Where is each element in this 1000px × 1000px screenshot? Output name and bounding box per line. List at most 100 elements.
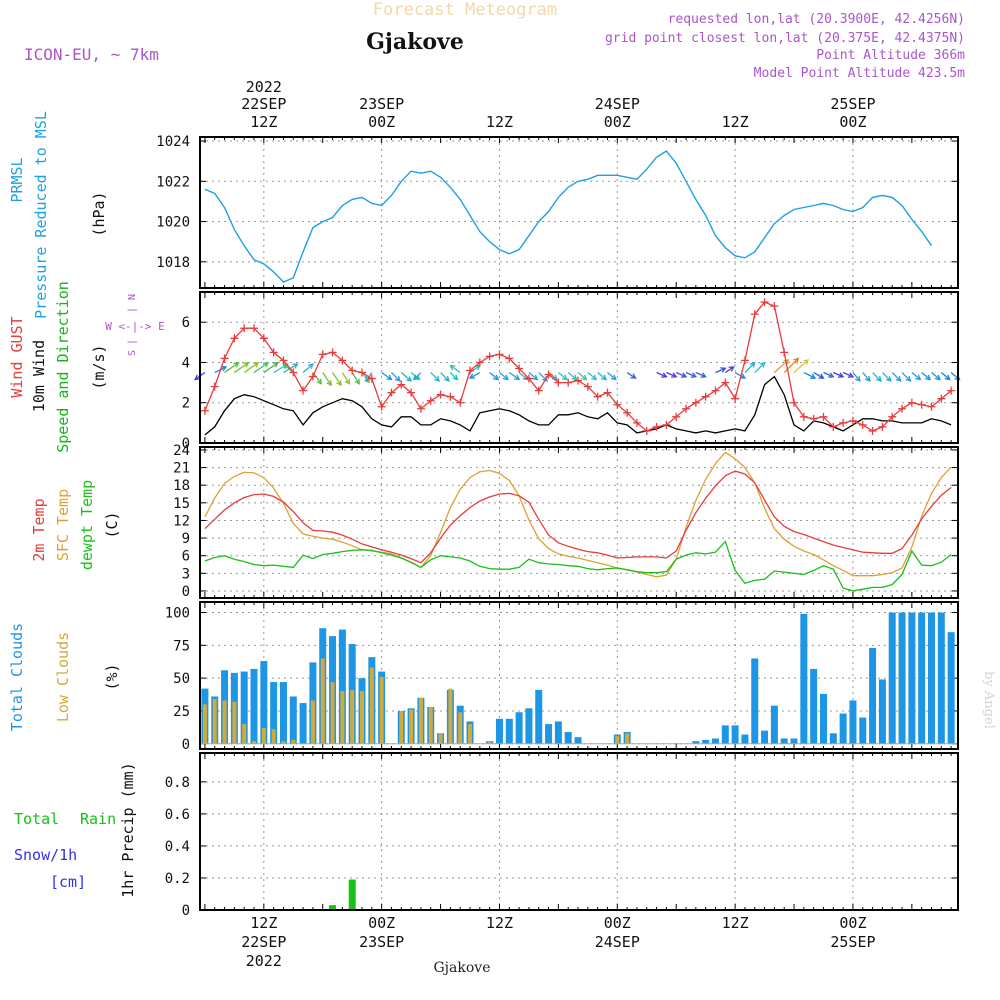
wind-gust-marker xyxy=(564,378,573,387)
wind-direction-arrow xyxy=(351,372,360,385)
wind-gust-marker xyxy=(731,394,740,403)
wind-direction-arrow xyxy=(823,371,835,378)
wind-gust-marker xyxy=(230,334,239,343)
wind-arrow-head xyxy=(243,361,250,368)
wind-direction-arrow xyxy=(499,372,509,381)
total-clouds-bar xyxy=(741,734,749,744)
wind-arrow-shaft xyxy=(734,371,746,379)
y-tick-label: 0 xyxy=(182,903,190,919)
low-clouds-bar xyxy=(320,658,325,744)
wind-arrow-head xyxy=(895,375,902,382)
rain-label-rain: Rain xyxy=(80,810,116,828)
wind-arrow-shaft xyxy=(469,365,481,374)
wind-direction-arrow xyxy=(400,372,413,382)
wind-arrow-head xyxy=(561,374,568,381)
wind-gust-marker xyxy=(200,406,209,415)
wind-arrow-head xyxy=(739,373,747,379)
wind-arrow-shaft xyxy=(695,371,706,378)
low-clouds-bar xyxy=(242,724,247,744)
total-clouds-bar xyxy=(859,717,867,744)
wind-gust-marker xyxy=(691,398,700,407)
wind-direction-arrow xyxy=(449,364,461,374)
wind-arrow-head xyxy=(610,374,617,381)
wind-gust-marker xyxy=(426,396,435,405)
y-tick-label: 3 xyxy=(182,566,190,582)
wind-arrow-head xyxy=(532,374,539,381)
wind-gust-marker xyxy=(898,404,907,413)
wind-gust-marker xyxy=(603,388,612,397)
low-clouds-bar xyxy=(212,699,217,744)
wind-arrow-head xyxy=(728,366,735,372)
wind-arrow-shaft xyxy=(931,372,941,381)
wind-arrow-head xyxy=(253,361,260,368)
low-clouds-bar xyxy=(438,733,443,744)
wind-arrow-head xyxy=(783,358,790,365)
precip-panel: Total Rain Snow/1h [cm] 1hr Precip (mm) … xyxy=(14,752,959,919)
bottom-axis-hour: 00Z xyxy=(368,914,395,932)
total-clouds-bar xyxy=(270,682,278,744)
y-tick-label: 21 xyxy=(173,461,190,477)
y-tick-label: 50 xyxy=(173,671,190,687)
wind-arrow-shaft xyxy=(754,362,766,373)
wind-arrow-shaft xyxy=(391,372,401,382)
wind-arrow-head xyxy=(581,374,588,381)
low-clouds-bar xyxy=(468,724,473,744)
wind-gust-marker xyxy=(289,368,298,377)
header-info-line-3: Point Altitude 366m xyxy=(816,48,965,63)
wind-gust-marker xyxy=(907,398,916,407)
wind-direction-arrow xyxy=(440,372,450,382)
wind-direction-arrow xyxy=(243,361,260,374)
wind-arrow-head xyxy=(272,361,279,368)
wind-arrow-shaft xyxy=(413,372,422,380)
header-title-faded: Forecast Meteogram xyxy=(373,0,557,20)
pressure-line xyxy=(204,150,933,283)
total-clouds-bar xyxy=(878,679,886,744)
y-tick-label: 0 xyxy=(182,737,190,753)
wind-arrow-head xyxy=(220,366,228,372)
total-clouds-bar xyxy=(898,612,906,744)
total-clouds-bar xyxy=(819,693,827,744)
wind-arrow-shaft xyxy=(567,372,578,381)
wind-arrow-shaft xyxy=(607,372,617,381)
wind-arrow-head xyxy=(571,374,578,381)
wind-arrow-shaft xyxy=(881,372,892,382)
y-tick-label: 9 xyxy=(182,531,190,547)
wind-arrow-head xyxy=(803,358,809,365)
compass-south: S xyxy=(127,350,138,356)
wind-gust-marker xyxy=(534,386,543,395)
wind-gust-marker xyxy=(466,366,475,375)
y-tick-label: 0 xyxy=(182,584,190,600)
pressure-label-desc: Pressure Reduced to MSL xyxy=(32,111,50,319)
clouds-unit: (%) xyxy=(103,663,121,690)
wind-gust-marker xyxy=(750,310,759,319)
wind-direction-arrow xyxy=(607,372,617,381)
wind-plot: 0 2 4 6 xyxy=(182,291,961,452)
temp-2m-line xyxy=(204,470,952,564)
y-tick-label: 1022 xyxy=(156,174,190,190)
wind-arrow-shaft xyxy=(597,372,607,381)
wind-arrow-head xyxy=(344,378,351,385)
total-clouds-bar xyxy=(829,733,837,744)
y-tick-label: 75 xyxy=(173,638,190,654)
header-info-line-4: Model Point Altitude 423.5m xyxy=(754,66,965,81)
wind-arrow-shaft xyxy=(557,372,568,381)
wind-direction-arrow xyxy=(263,361,279,374)
wind-gust-marker xyxy=(829,422,838,431)
header-model: ICON-EU, ~ 7km xyxy=(24,45,159,64)
wind-arrow-shaft xyxy=(469,371,481,379)
wind-gust-marker xyxy=(279,356,288,365)
wind-gust-marker xyxy=(495,350,504,359)
total-clouds-bar xyxy=(525,708,533,744)
wind-arrow-head xyxy=(406,376,413,382)
wind-direction-arrow xyxy=(911,372,922,381)
wind-direction-arrow xyxy=(695,371,707,378)
wind-gust-marker xyxy=(456,398,465,407)
wind-arrow-shaft xyxy=(440,372,450,382)
wind-gust-marker xyxy=(740,356,749,365)
wind-arrow-shaft xyxy=(224,362,239,374)
wind-arrow-head xyxy=(449,364,456,371)
wind-arrow-head xyxy=(630,373,637,379)
panel-frame xyxy=(199,446,959,599)
header-info-line-1: requested lon,lat (20.3900E, 42.4256N) xyxy=(668,12,965,27)
wind-arrow-head xyxy=(193,374,201,381)
